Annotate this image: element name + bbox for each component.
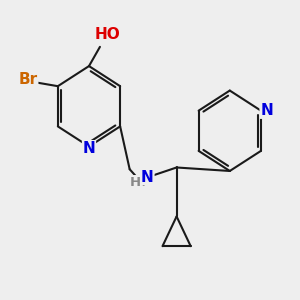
Text: N: N: [82, 141, 95, 156]
Text: Br: Br: [19, 72, 38, 87]
Text: N: N: [141, 170, 154, 185]
Text: H: H: [129, 176, 140, 189]
Text: HO: HO: [95, 27, 121, 42]
Text: N: N: [260, 103, 273, 118]
